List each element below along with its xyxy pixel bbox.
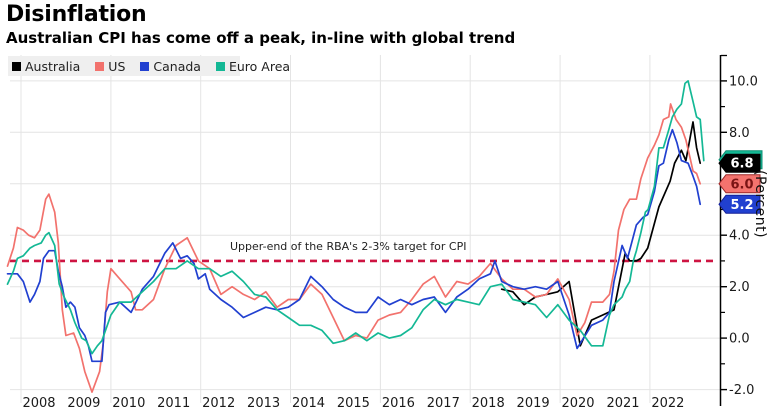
series-line-australia <box>500 121 702 347</box>
legend-swatch-icon <box>215 61 225 71</box>
legend-item-label: Australia <box>25 58 81 74</box>
y-tick-label: 8.0 <box>729 126 750 141</box>
legend-item-canada: Canada <box>140 59 201 74</box>
end-label-australia <box>718 153 761 173</box>
series-line-euro-area <box>6 80 705 355</box>
y-tick-label: 0.0 <box>729 332 750 347</box>
y-tick-label: -2.0 <box>729 383 754 398</box>
page-subtitle: Australian CPI has come off a peak, in-l… <box>6 29 516 47</box>
y-axis-unit-label: (Percent) <box>752 170 768 239</box>
x-year-label: 2010 <box>112 396 145 411</box>
x-year-label: 2009 <box>67 396 100 411</box>
end-label-value-canada: 5.2 <box>730 198 753 213</box>
y-tick-label: 2.0 <box>729 280 750 295</box>
end-label-value-us: 6.0 <box>730 177 753 192</box>
legend-swatch-icon <box>12 61 21 71</box>
series-line-us <box>6 103 702 393</box>
x-year-label: 2012 <box>202 396 235 411</box>
legend-item-label: Euro Area <box>228 58 291 74</box>
legend-item-label: Canada <box>153 58 201 74</box>
x-year-label: 2020 <box>561 396 594 411</box>
x-year-label: 2014 <box>292 396 325 411</box>
x-year-label: 2021 <box>606 396 639 411</box>
x-year-label: 2016 <box>382 396 415 411</box>
legend: Australia US Canada Euro Area <box>8 56 290 76</box>
series-line-canada <box>6 128 702 363</box>
legend-swatch-icon <box>95 61 105 71</box>
x-year-label: 2018 <box>472 396 505 411</box>
x-year-label: 2019 <box>517 396 550 411</box>
x-year-label: 2022 <box>651 396 684 411</box>
rba-target-annotation: Upper-end of the RBA's 2-3% target for C… <box>230 240 466 253</box>
x-year-label: 2015 <box>337 396 370 411</box>
x-year-label: 2011 <box>157 396 190 411</box>
end-label-value-australia: 6.8 <box>730 157 753 172</box>
x-year-label: 2017 <box>427 396 460 411</box>
legend-swatch-icon <box>140 61 150 71</box>
legend-item-us: US <box>95 59 125 74</box>
end-label-us <box>718 174 761 194</box>
legend-item-australia: Australia <box>12 59 80 74</box>
x-year-label: 2013 <box>247 396 280 411</box>
legend-item-euro-area: Euro Area <box>215 58 291 74</box>
end-label-canada <box>718 194 761 214</box>
x-year-label: 2008 <box>22 396 55 411</box>
legend-item-label: US <box>108 58 126 74</box>
y-tick-label: 4.0 <box>729 229 750 244</box>
y-tick-label: 10.0 <box>729 74 758 89</box>
page-title: Disinflation <box>6 2 147 27</box>
